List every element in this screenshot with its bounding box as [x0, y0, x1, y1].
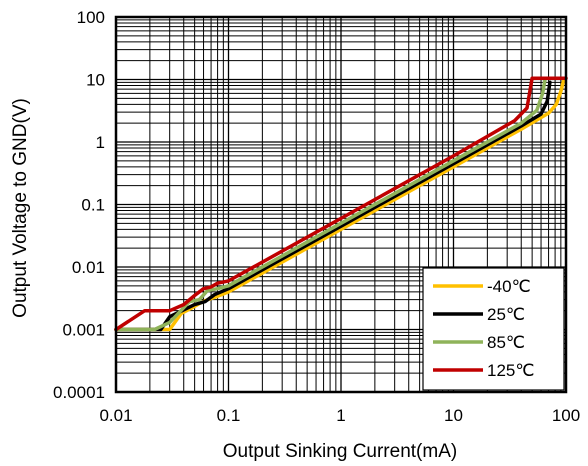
- series-line: [114, 76, 568, 332]
- y-tick-label: 0.01: [72, 258, 105, 277]
- legend-label: 85℃: [487, 333, 525, 352]
- y-tick-label: 0.001: [62, 321, 105, 340]
- y-tick-label: 1: [96, 133, 105, 152]
- x-tick-label: 100: [552, 406, 580, 425]
- y-tick-label: 0.0001: [53, 383, 105, 402]
- legend-label: 125℃: [487, 361, 534, 380]
- y-axis-title: Output Voltage to GND(V): [10, 98, 31, 318]
- legend-box: [422, 267, 565, 391]
- series-line: [114, 79, 566, 332]
- x-tick-label: 10: [444, 406, 463, 425]
- x-tick-labels: 0.01 0.1 1 10 100: [99, 406, 580, 425]
- x-tick-label: 0.01: [99, 406, 132, 425]
- x-axis-title: Output Sinking Current(mA): [223, 441, 457, 462]
- y-tick-labels: 0.0001 0.001 0.01 0.1 1 10 100: [53, 8, 105, 402]
- series-group: [114, 76, 568, 332]
- series-line: [114, 80, 552, 332]
- x-tick-label: 0.1: [217, 406, 241, 425]
- plot-frame: [114, 15, 568, 394]
- y-tick-label: 0.1: [81, 196, 105, 215]
- x-tick-label: 1: [336, 406, 345, 425]
- y-tick-label: 10: [86, 71, 105, 90]
- y-tick-label: 100: [77, 8, 105, 27]
- series-line: [114, 77, 547, 332]
- legend: -40℃ 25℃ 85℃ 125℃: [422, 267, 565, 391]
- legend-label: -40℃: [487, 277, 531, 296]
- legend-label: 25℃: [487, 305, 525, 324]
